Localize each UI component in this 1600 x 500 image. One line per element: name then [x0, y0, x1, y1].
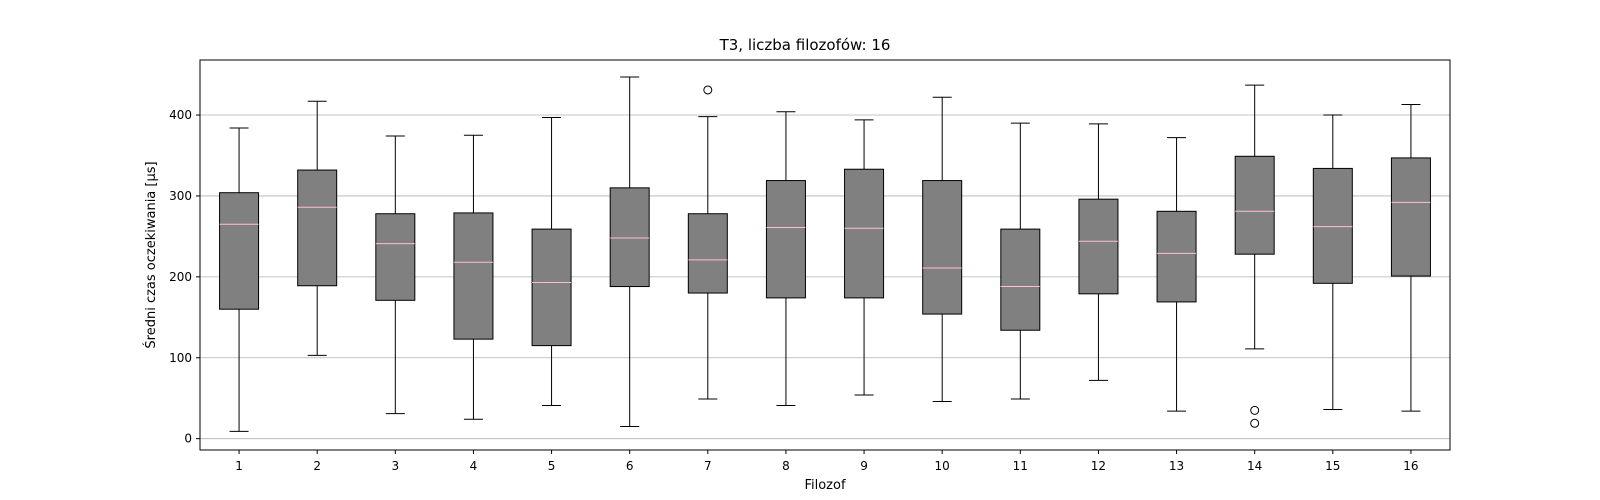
box-philosopher-4: [453, 134, 494, 420]
x-tick-label-5: 5: [548, 459, 556, 473]
iqr-box: [375, 213, 416, 301]
box-philosopher-8: [765, 111, 806, 406]
box-philosopher-9: [844, 119, 885, 396]
x-tick-label-9: 9: [860, 459, 868, 473]
x-tick-label-15: 15: [1325, 459, 1340, 473]
x-tick-label-4: 4: [470, 459, 478, 473]
x-tick-label-7: 7: [704, 459, 712, 473]
box-philosopher-2: [297, 100, 338, 356]
y-tick-label-300: 300: [169, 189, 192, 203]
box-philosopher-16: [1390, 104, 1431, 412]
box-philosopher-1: [219, 127, 260, 432]
iqr-box: [609, 187, 650, 288]
x-tick-label-12: 12: [1091, 459, 1106, 473]
x-tick-label-13: 13: [1169, 459, 1184, 473]
box-philosopher-14: [1234, 84, 1275, 428]
iqr-box: [297, 169, 338, 287]
iqr-box: [1000, 228, 1041, 331]
x-tick-label-3: 3: [391, 459, 399, 473]
x-tick-label-10: 10: [935, 459, 950, 473]
box-philosopher-12: [1078, 123, 1119, 381]
iqr-box: [531, 228, 572, 347]
iqr-box: [1156, 210, 1197, 303]
box-philosopher-11: [1000, 122, 1041, 400]
box-philosopher-13: [1156, 137, 1197, 412]
iqr-box: [1390, 157, 1431, 277]
x-tick-label-11: 11: [1013, 459, 1028, 473]
x-tick-label-8: 8: [782, 459, 790, 473]
plot-frame: [199, 59, 1451, 451]
outlier-point-1: [1250, 405, 1260, 415]
box-philosopher-3: [375, 135, 416, 415]
y-axis-label: Średni czas oczekiwania [µs]: [143, 161, 159, 348]
y-tick-label-100: 100: [169, 351, 192, 365]
y-tick-label-400: 400: [169, 108, 192, 122]
iqr-box: [922, 180, 963, 315]
iqr-box: [765, 180, 806, 299]
outlier-point-2: [1250, 418, 1260, 428]
iqr-box: [1078, 198, 1119, 295]
x-tick-label-6: 6: [626, 459, 634, 473]
box-philosopher-10: [922, 96, 963, 402]
chart-title: T3, liczba filozofów: 16: [719, 36, 891, 54]
x-tick-label-1: 1: [235, 459, 243, 473]
x-tick-label-2: 2: [313, 459, 321, 473]
y-tick-label-0: 0: [184, 432, 192, 446]
iqr-box: [1234, 155, 1275, 255]
iqr-box: [1312, 167, 1353, 284]
x-tick-label-16: 16: [1403, 459, 1418, 473]
y-tick-label-200: 200: [169, 270, 192, 284]
iqr-box: [453, 212, 494, 340]
x-tick-label-14: 14: [1247, 459, 1262, 473]
y-axis-ticks: 0 100 200 300 400: [169, 108, 200, 446]
iqr-box: [687, 213, 728, 294]
outlier-point-1: [703, 85, 713, 95]
box-philosopher-5: [531, 116, 572, 406]
x-axis-ticks: 1 2 3 4 5 6 7 8 9 10 11 12 13 14 15 16: [235, 450, 1419, 473]
iqr-box: [844, 168, 885, 299]
boxes-group: [219, 76, 1431, 432]
box-philosopher-7: [687, 85, 728, 400]
box-philosopher-6: [609, 76, 650, 428]
iqr-box: [219, 192, 260, 310]
box-philosopher-15: [1312, 114, 1353, 411]
x-axis-label: Filozof: [804, 478, 845, 493]
